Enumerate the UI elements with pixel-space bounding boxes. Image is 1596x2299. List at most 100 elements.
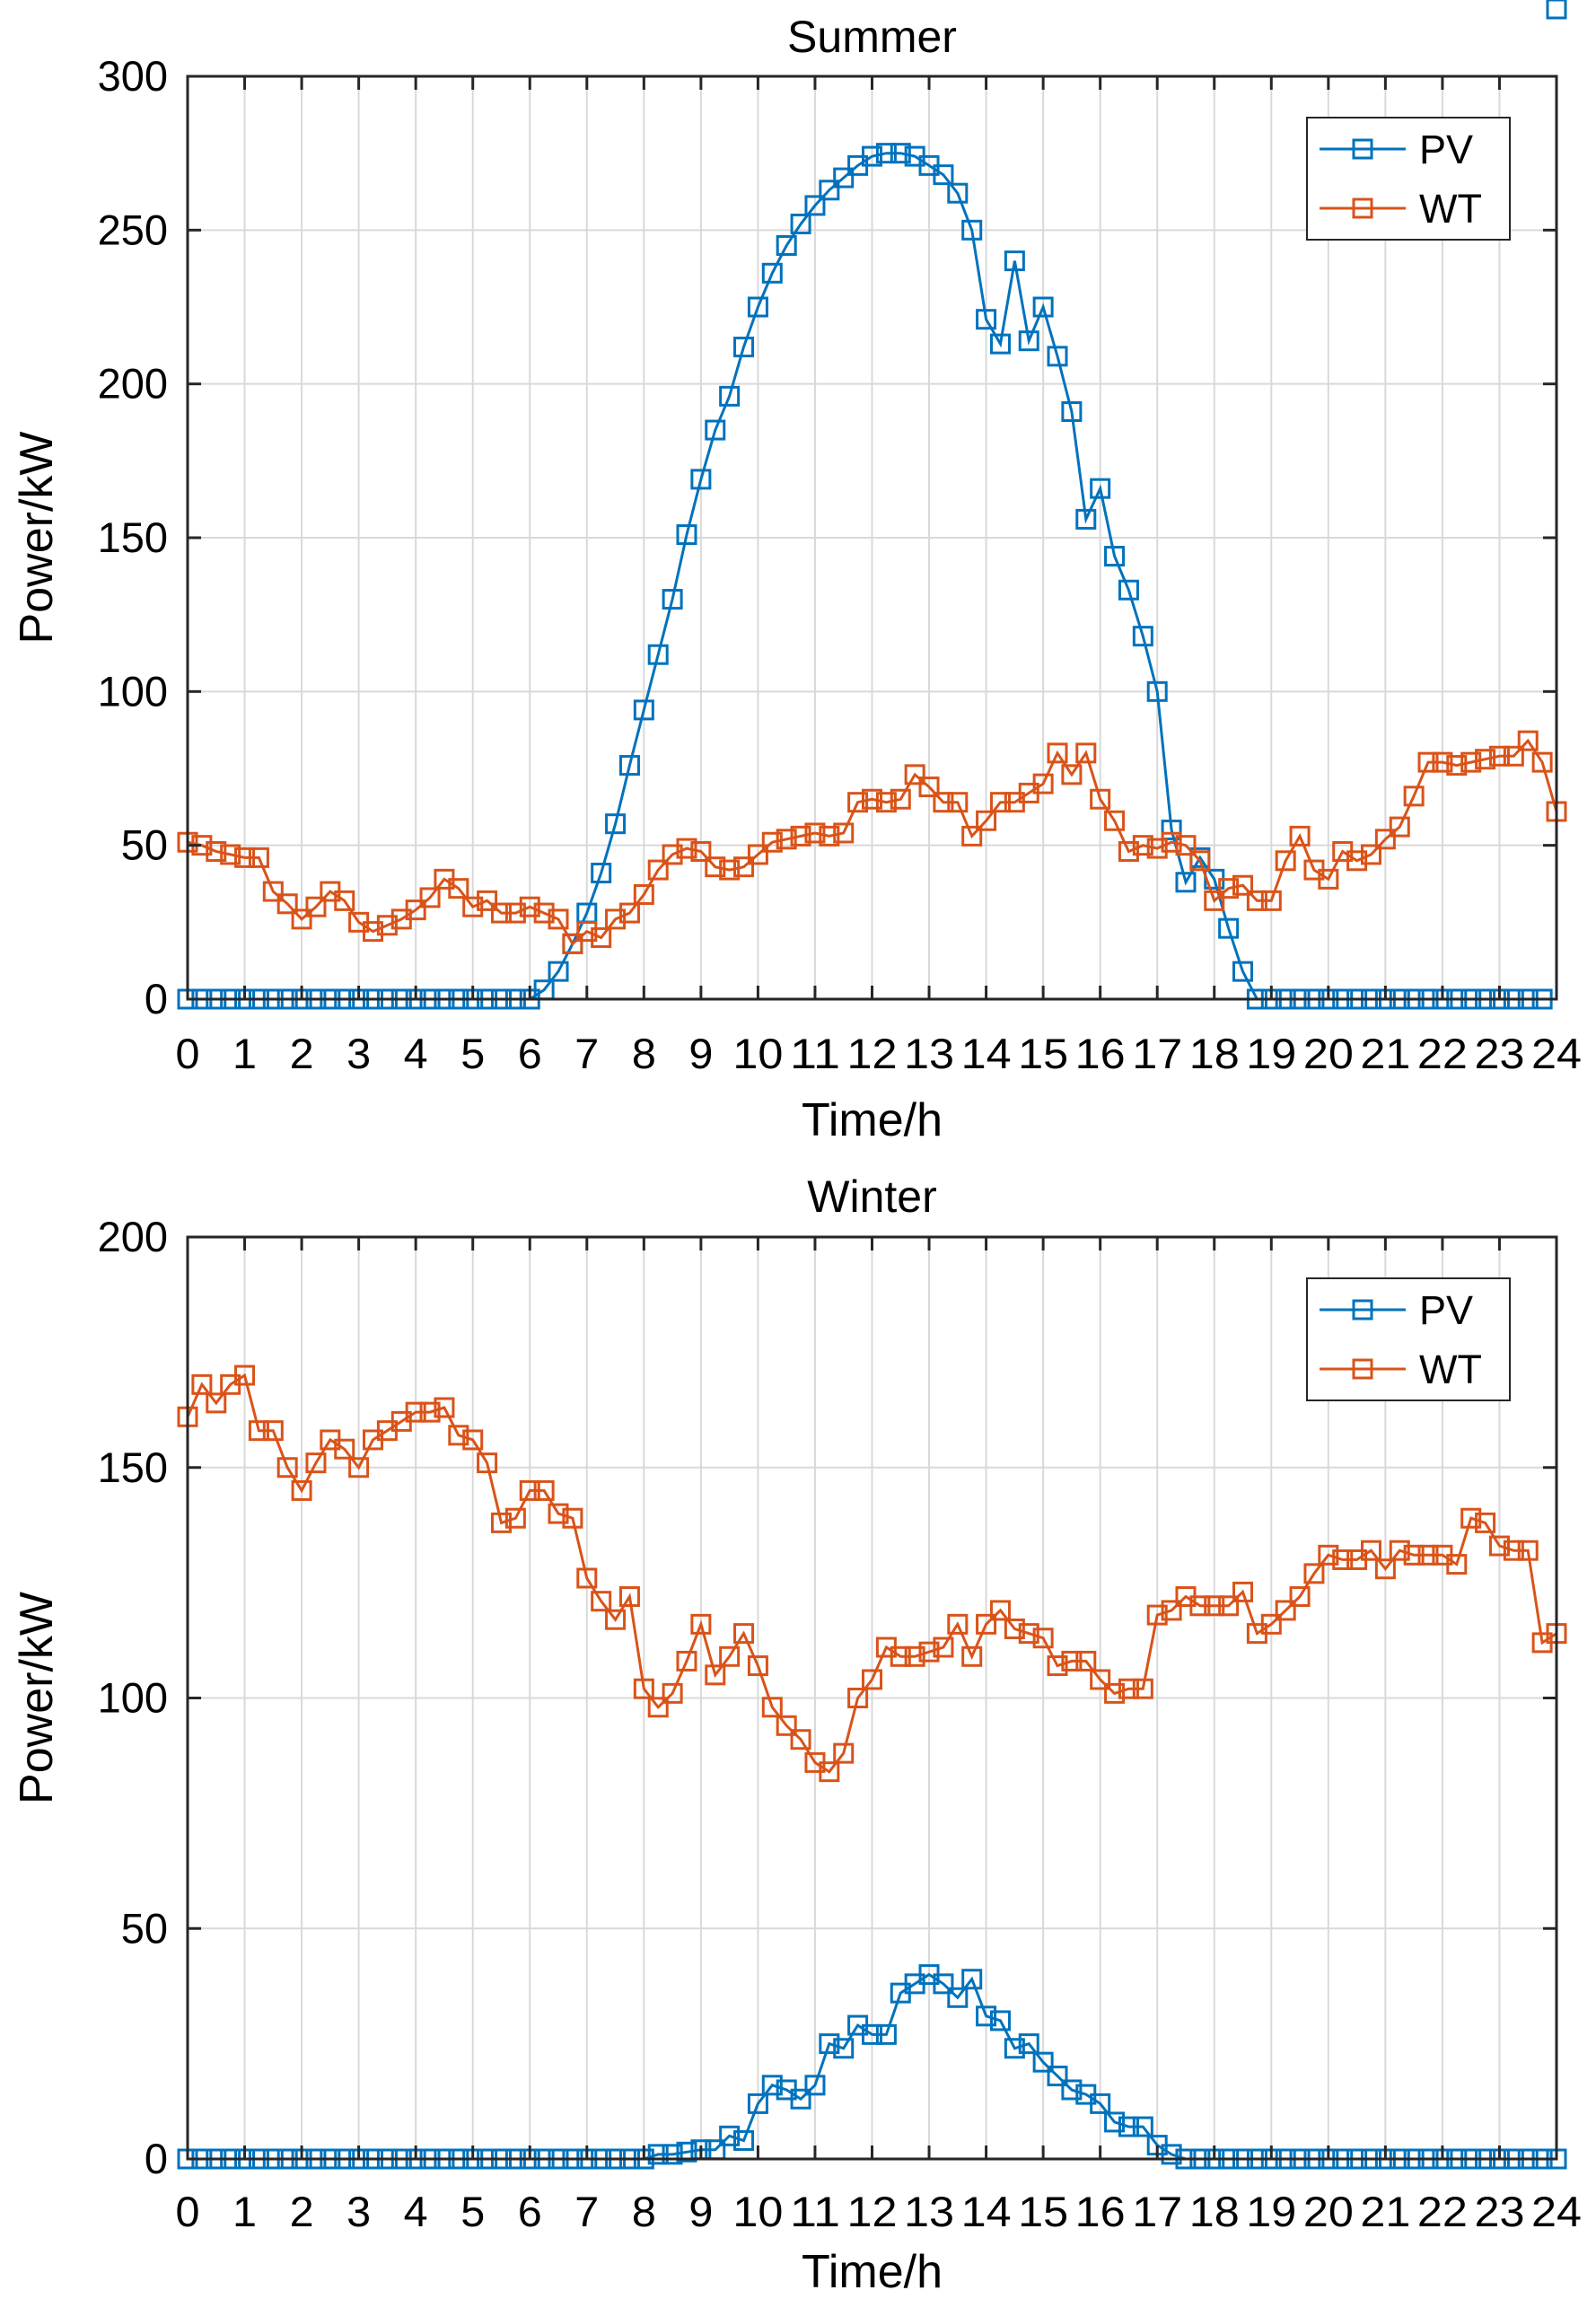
- y-tick-label: 0: [145, 2135, 168, 2182]
- data-point-pv: [989, 2010, 1011, 2031]
- data-point-pv: [1161, 820, 1182, 841]
- data-point-wt: [419, 887, 441, 908]
- data-point-pv: [747, 296, 768, 318]
- x-tick-label: 22: [1417, 1030, 1468, 1077]
- y-axis-label: Power/kW: [11, 1592, 63, 1804]
- data-point-wt: [1318, 868, 1339, 890]
- y-axis-label: Power/kW: [11, 432, 63, 645]
- legend-box: [1306, 1277, 1511, 1401]
- data-point-pv: [890, 143, 911, 164]
- data-point-pv: [961, 1969, 983, 1990]
- data-point-pv: [819, 180, 840, 201]
- data-point-wt: [1132, 1678, 1153, 1699]
- data-point-wt: [548, 908, 569, 930]
- data-point-wt: [847, 792, 869, 813]
- legend-marker-pv: [1352, 1299, 1373, 1321]
- data-point-wt: [1517, 730, 1539, 751]
- data-point-wt: [1047, 742, 1068, 764]
- data-point-wt: [276, 1457, 298, 1479]
- data-point-pv: [662, 2144, 683, 2165]
- data-point-wt: [1475, 749, 1496, 770]
- data-point-wt: [705, 856, 726, 878]
- data-point-pv: [1090, 478, 1111, 499]
- data-point-pv: [719, 385, 741, 407]
- data-point-wt: [1118, 841, 1139, 863]
- axes: [186, 1235, 1558, 2161]
- data-point-wt: [1275, 850, 1296, 872]
- data-point-wt: [1503, 1540, 1524, 1561]
- data-point-wt: [947, 792, 969, 813]
- data-point-wt: [1189, 1595, 1211, 1617]
- data-point-wt: [220, 844, 241, 865]
- data-point-wt: [504, 902, 526, 924]
- data-point-wt: [961, 825, 983, 847]
- x-tick-label: 23: [1474, 2188, 1524, 2235]
- data-point-wt: [933, 1637, 954, 1658]
- data-point-wt: [790, 825, 811, 847]
- data-point-pv: [1146, 680, 1168, 702]
- data-point-pv: [976, 309, 997, 330]
- data-point-pv: [833, 2038, 855, 2059]
- data-point-wt: [1175, 835, 1197, 856]
- data-point-wt: [1232, 874, 1254, 896]
- chart-title: Winter: [807, 1171, 936, 1222]
- data-point-pv: [605, 813, 627, 835]
- data-point-pv: [733, 337, 755, 358]
- data-point-wt: [1417, 1544, 1439, 1566]
- data-point-wt: [519, 1479, 540, 1501]
- data-point-wt: [376, 915, 398, 936]
- data-point-pv: [790, 213, 811, 234]
- data-point-pv: [1032, 296, 1054, 318]
- data-point-wt: [1260, 1613, 1282, 1635]
- data-point-pv: [662, 589, 683, 610]
- data-point-wt: [291, 1479, 312, 1501]
- data-point-wt: [1303, 1563, 1325, 1584]
- x-tick-label: 3: [346, 1030, 371, 1077]
- data-point-wt: [305, 1452, 327, 1474]
- data-point-wt: [1460, 1507, 1482, 1529]
- data-point-wt: [690, 841, 712, 863]
- data-point-wt: [1061, 1650, 1083, 1672]
- data-point-wt: [405, 1401, 426, 1423]
- data-point-wt: [1146, 838, 1168, 859]
- data-point-pv: [976, 2005, 997, 2027]
- data-point-wt: [733, 856, 755, 878]
- data-point-wt: [1075, 742, 1097, 764]
- x-tick-label: 1: [232, 2188, 257, 2235]
- data-point-wt: [248, 1420, 269, 1442]
- data-point-wt: [647, 1697, 669, 1718]
- data-point-wt: [1374, 829, 1396, 850]
- x-tick-label: 4: [404, 1030, 428, 1077]
- data-point-wt: [490, 902, 512, 924]
- x-tick-label: 6: [518, 2188, 542, 2235]
- data-point-pv: [833, 167, 855, 189]
- data-point-wt: [276, 893, 298, 915]
- data-point-pv: [1090, 2093, 1111, 2114]
- data-point-wt: [947, 1613, 969, 1635]
- data-point-wt: [747, 844, 768, 865]
- x-tick-label: 13: [904, 2188, 954, 2235]
- x-tick-label: 3: [346, 2188, 371, 2235]
- x-tick-label: 5: [460, 1030, 485, 1077]
- data-point-wt: [1260, 890, 1282, 911]
- data-point-pv: [705, 419, 726, 441]
- data-point-pv: [933, 1973, 954, 1995]
- data-point-pv: [1232, 961, 1254, 982]
- data-point-pv: [1546, 0, 1567, 20]
- data-point-wt: [1403, 1544, 1425, 1566]
- x-tick-label: 11: [790, 2188, 840, 2235]
- data-point-pv: [1032, 2051, 1054, 2073]
- data-point-wt: [206, 1392, 227, 1414]
- data-point-wt: [234, 847, 256, 868]
- data-point-wt: [1389, 1540, 1410, 1561]
- data-point-pv: [933, 164, 954, 186]
- data-point-wt: [1389, 816, 1410, 838]
- data-point-pv: [804, 2075, 826, 2096]
- data-point-wt: [1161, 831, 1182, 853]
- x-tick-label: 22: [1417, 2188, 1468, 2235]
- data-point-wt: [875, 792, 897, 813]
- data-point-wt: [1204, 1595, 1225, 1617]
- x-tick-label: 8: [632, 1030, 656, 1077]
- data-point-wt: [676, 1650, 697, 1672]
- data-point-wt: [1403, 785, 1425, 807]
